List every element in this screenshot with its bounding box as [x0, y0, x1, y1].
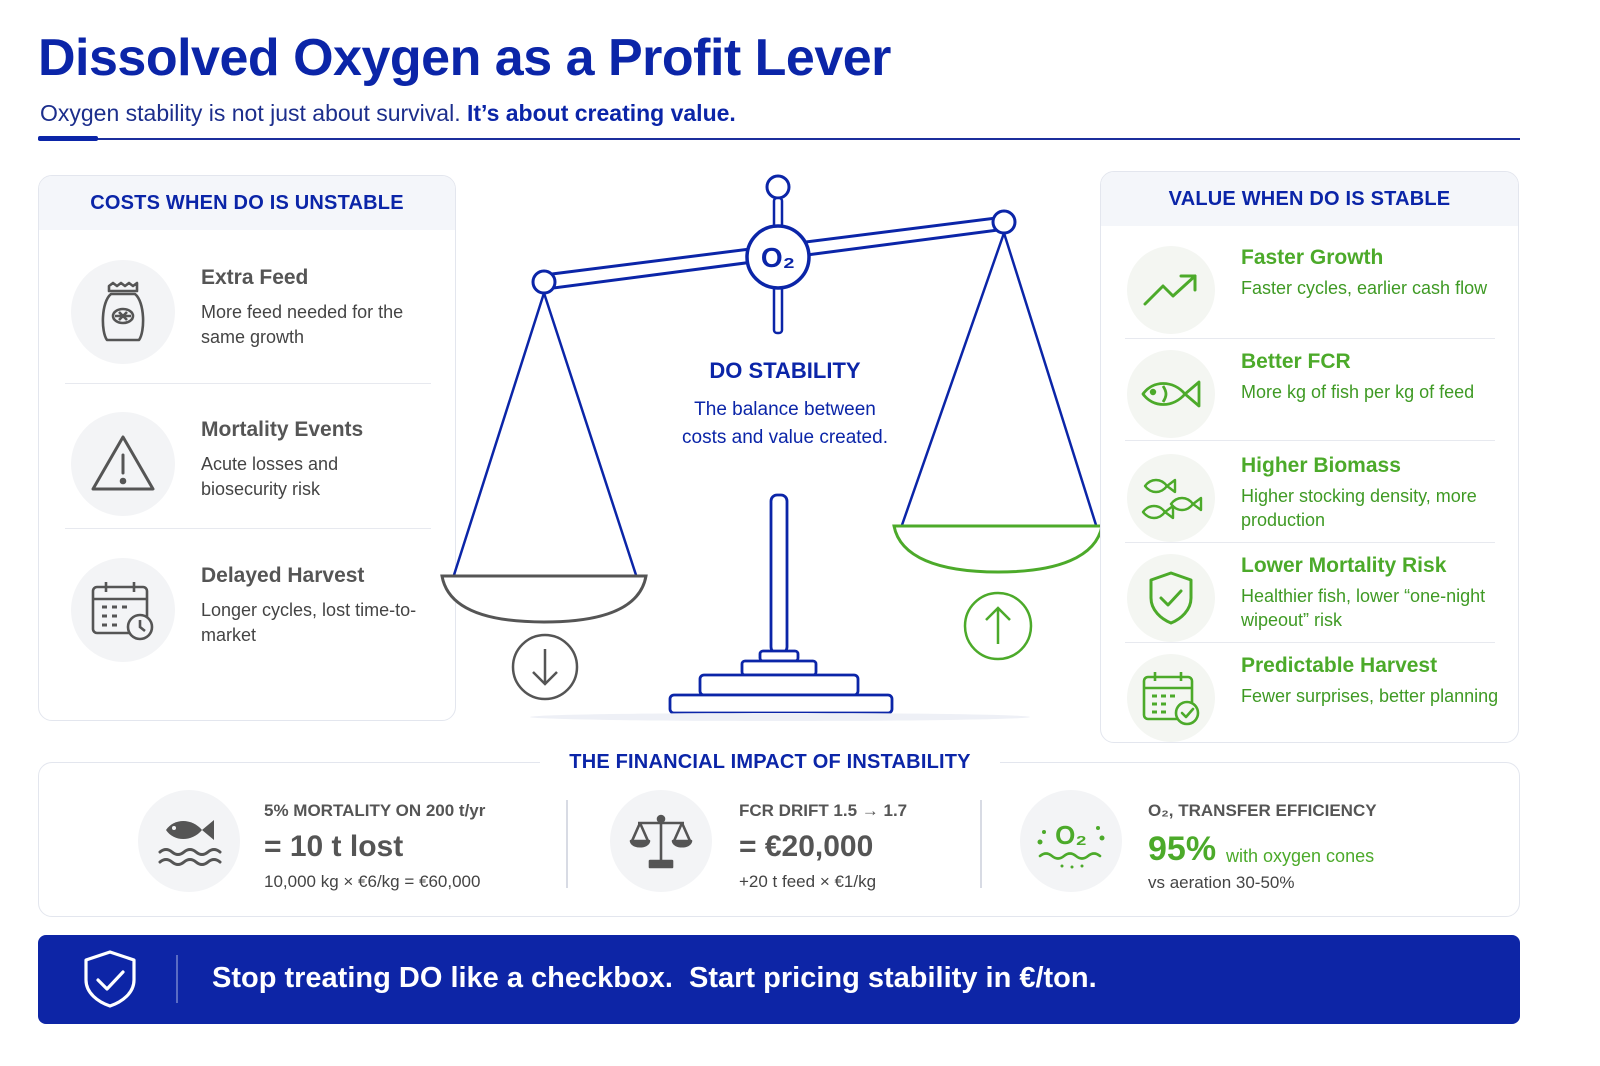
impact-mortality-calc: 10,000 kg × €6/kg = €60,000 [264, 872, 481, 891]
scale-top-knob [765, 174, 791, 200]
value-title: Lower Mortality Risk [1241, 554, 1447, 577]
value-title: Predictable Harvest [1241, 654, 1438, 677]
cost-title: Mortality Events [201, 418, 364, 441]
impact-mortality-value: = 10 t lost [264, 830, 404, 863]
cost-title: Delayed Harvest [201, 564, 365, 587]
banner-text: Stop treating DO like a checkbox. Start … [212, 962, 1097, 994]
cost-desc: More feed needed for the same growth [201, 302, 404, 347]
warning-icon [71, 412, 175, 516]
divider [1125, 542, 1495, 543]
svg-text:O₂: O₂ [1055, 820, 1087, 850]
value-heading: VALUE WHEN DO IS STABLE [1101, 172, 1518, 226]
page-subtitle: Oxygen stability is not just about survi… [40, 100, 736, 127]
scale-base-tier-2 [740, 659, 818, 677]
impact-mortality-label: 5% MORTALITY ON 200 t/yr [264, 801, 486, 820]
feed-bag-icon [71, 260, 175, 364]
impact-fcr-value: = €20,000 [739, 830, 874, 863]
value-desc: More kg of fish per kg of feed [1241, 382, 1475, 402]
financial-impact-heading: THE FINANCIAL IMPACT OF INSTABILITY [540, 751, 1000, 774]
divider [1125, 642, 1495, 643]
page-title: Dissolved Oxygen as a Profit Lever [38, 29, 891, 87]
cost-item-extra-feed: Extra Feed More feed needed for the same… [65, 252, 431, 372]
impact-fcr-label: FCR DRIFT 1.5 → 1.7 [739, 801, 908, 820]
value-desc: Faster cycles, earlier cash flow [1241, 278, 1488, 298]
subtitle-plain: Oxygen stability is not just about survi… [40, 100, 461, 126]
subtitle-bold: It’s about creating value. [466, 100, 736, 126]
scale-base-tier-4 [668, 693, 894, 715]
trend-up-icon [1127, 246, 1215, 334]
scale-column [769, 493, 789, 655]
value-item-faster-growth: Faster Growth Faster cycles, earlier cas… [1127, 242, 1499, 342]
call-to-action-banner [38, 935, 1520, 1024]
header-divider-accent [38, 136, 98, 141]
impact-transfer-suffix: with oxygen cones [1226, 846, 1375, 866]
cost-item-delayed-harvest: Delayed Harvest Longer cycles, lost time… [65, 550, 431, 670]
value-title: Higher Biomass [1241, 454, 1401, 477]
do-stability-heading: DO STABILITY [709, 358, 861, 383]
impact-transfer-compare: vs aeration 30-50% [1148, 873, 1295, 892]
left-pan [440, 574, 648, 624]
divider [65, 383, 431, 384]
scale-base-tier-1 [758, 649, 800, 663]
impact-fcr-calc: +20 t feed × €1/kg [739, 872, 877, 891]
fish-icon [1127, 350, 1215, 438]
banner-divider [176, 955, 178, 1003]
impact-transfer-value: 95% [1148, 830, 1217, 868]
divider [1125, 338, 1495, 339]
cost-desc: Acute losses and biosecurity risk [201, 454, 339, 499]
shield-check-icon [80, 948, 140, 1015]
balance-scale-icon [610, 790, 712, 892]
left-pan-strings [452, 292, 638, 576]
o2-hub [745, 224, 811, 290]
fish-water-icon [138, 790, 240, 892]
cost-desc: Longer cycles, lost time-to-market [201, 600, 417, 645]
value-item-lower-mortality-risk: Lower Mortality Risk Healthier fish, low… [1127, 550, 1499, 650]
value-item-predictable-harvest: Predictable Harvest Fewer surprises, bet… [1127, 650, 1499, 742]
right-pan [892, 524, 1104, 574]
scale-base-tier-3 [698, 673, 860, 697]
divider [65, 528, 431, 529]
impact-transfer-label: O₂, TRANSFER EFFICIENCY [1148, 801, 1377, 820]
divider [1125, 440, 1495, 441]
scale-beam-right-end [991, 209, 1017, 235]
impact-divider [566, 800, 568, 888]
value-item-higher-biomass: Higher Biomass Higher stocking density, … [1127, 450, 1499, 550]
cost-title: Extra Feed [201, 266, 309, 289]
right-pan-strings [900, 232, 1098, 526]
fish-school-icon [1127, 454, 1215, 542]
value-desc: Healthier fish, lower “one-night wipeout… [1241, 586, 1486, 630]
header-divider [38, 138, 1520, 140]
costs-panel: COSTS WHEN DO IS UNSTABLE Extra Feed Mor… [38, 175, 456, 721]
value-panel: VALUE WHEN DO IS STABLE Faster Growth Fa… [1100, 171, 1519, 743]
balance-scale-illustration: O₂ [440, 174, 1104, 721]
value-item-better-fcr: Better FCR More kg of fish per kg of fee… [1127, 346, 1499, 446]
scale-shadow [530, 713, 1030, 721]
shield-check-icon [1127, 554, 1215, 642]
scale-beam-left-end [531, 269, 557, 295]
value-desc: Fewer surprises, better planning [1241, 686, 1499, 706]
costs-heading: COSTS WHEN DO IS UNSTABLE [39, 176, 455, 230]
value-title: Faster Growth [1241, 246, 1384, 269]
calendar-clock-icon [71, 558, 175, 662]
oxygen-bubbles-icon: O₂ [1020, 790, 1122, 892]
cost-item-mortality: Mortality Events Acute losses and biosec… [65, 404, 431, 524]
do-stability-desc: The balance between costs and value crea… [682, 399, 888, 448]
value-desc: Higher stocking density, more production [1241, 486, 1477, 530]
impact-divider [980, 800, 982, 888]
calendar-check-icon [1127, 654, 1215, 742]
value-title: Better FCR [1241, 350, 1351, 373]
o2-hub-label: O₂ [761, 242, 795, 273]
